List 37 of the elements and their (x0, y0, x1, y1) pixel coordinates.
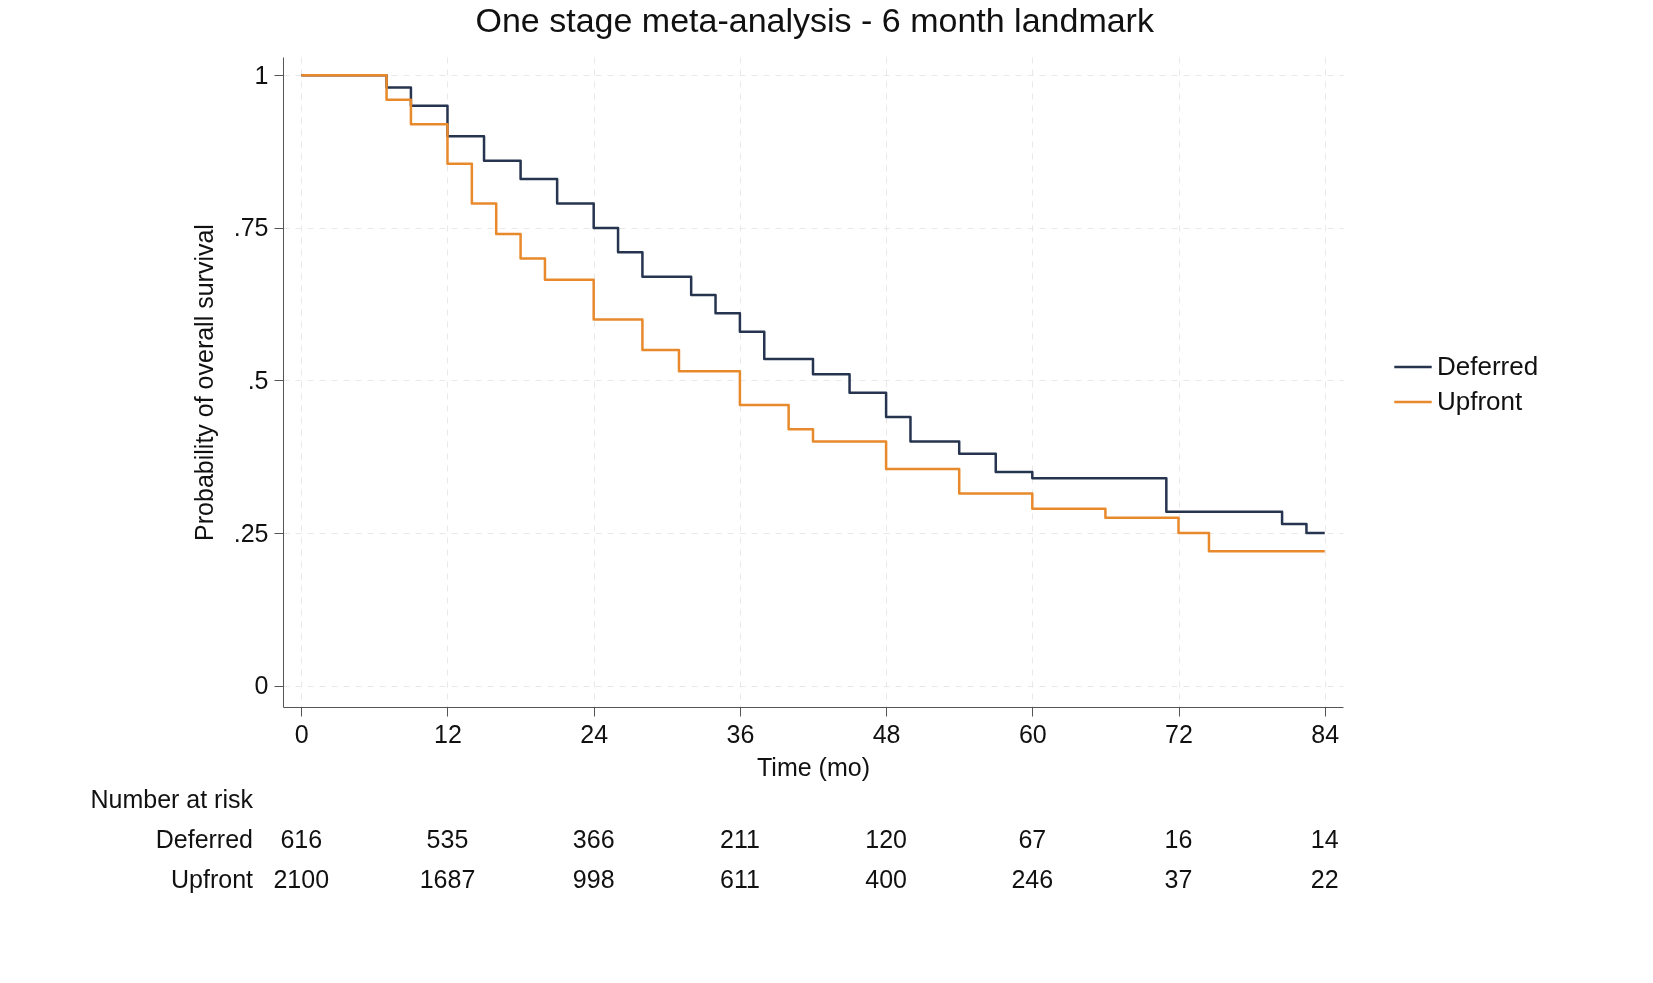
y-tick-label: .75 (233, 213, 269, 242)
x-tick-label: 72 (1165, 719, 1193, 748)
x-axis-title: Time (mo) (757, 752, 870, 781)
text: 16 (1164, 825, 1193, 853)
text: Deferred (155, 825, 253, 853)
text: 37 (1164, 865, 1193, 893)
x-tick-label: 12 (434, 719, 462, 748)
y-tick-label: 0 (254, 671, 269, 700)
text: 400 (865, 865, 907, 893)
text: 2100 (273, 865, 330, 893)
text: 611 (719, 865, 760, 893)
text: 535 (426, 825, 469, 853)
x-tick-label: 0 (294, 719, 309, 748)
text: Number at risk (90, 785, 254, 813)
text: 998 (572, 865, 615, 893)
text: 67 (1018, 825, 1047, 853)
chart-title: One stage meta-analysis - 6 month landmark (475, 1, 1155, 39)
legend-label: Deferred (1437, 351, 1539, 381)
legend-label: Upfront (1437, 386, 1524, 416)
y-axis-title: Probability of overall survival (189, 224, 218, 541)
text: Upfront (171, 865, 254, 893)
text: 246 (1011, 865, 1054, 893)
x-tick-label: 24 (580, 719, 609, 748)
x-tick-label: 48 (872, 719, 901, 748)
text: 120 (865, 825, 907, 853)
text: 211 (719, 825, 760, 853)
y-tick-label: .25 (233, 518, 269, 547)
x-tick-label: 84 (1311, 719, 1340, 748)
text: 616 (280, 825, 323, 853)
y-tick-label: 1 (254, 60, 269, 89)
x-tick-label: 60 (1018, 719, 1047, 748)
x-tick-label: 36 (726, 719, 755, 748)
text: 22 (1310, 865, 1339, 893)
text: 1687 (419, 865, 476, 893)
y-tick-label: .5 (247, 365, 269, 394)
text: 14 (1310, 825, 1339, 853)
text: 366 (572, 825, 615, 853)
